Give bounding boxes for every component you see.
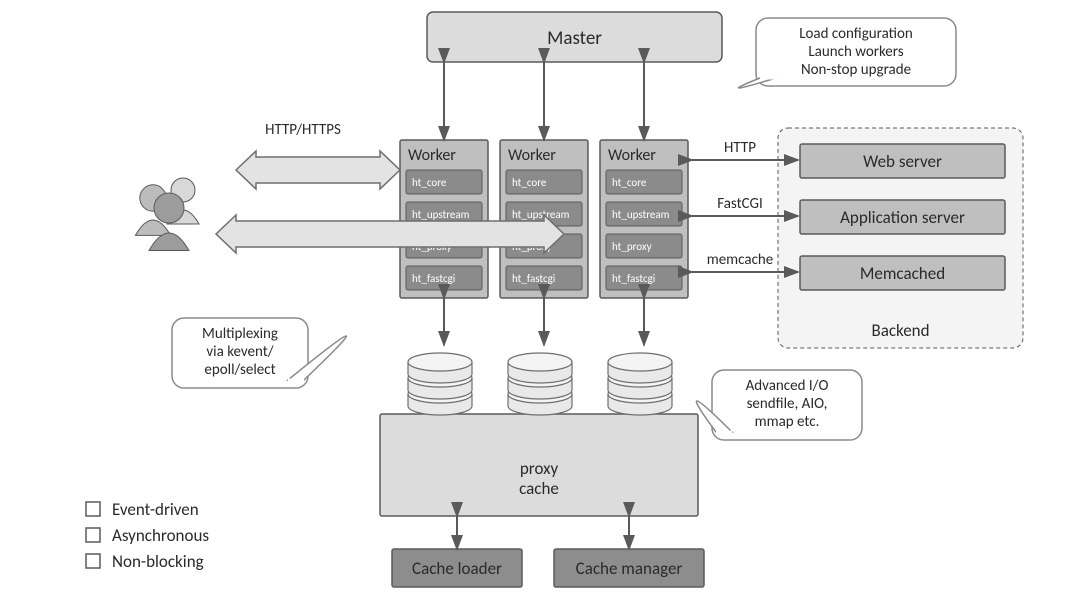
- svg-text:Non-blocking: Non-blocking: [112, 551, 204, 572]
- svg-text:FastCGI: FastCGI: [717, 195, 763, 213]
- master-box-label: Master: [547, 27, 602, 50]
- svg-text:Cache loader: Cache loader: [412, 558, 502, 579]
- svg-text:Worker: Worker: [508, 146, 556, 165]
- svg-text:Worker: Worker: [408, 146, 456, 165]
- svg-text:Multiplexing: Multiplexing: [202, 325, 278, 343]
- svg-text:Load configuration: Load configuration: [799, 25, 913, 43]
- svg-text:proxy: proxy: [520, 458, 559, 479]
- svg-text:HTTP/HTTPS: HTTP/HTTPS: [265, 121, 341, 139]
- svg-text:Backend: Backend: [871, 320, 929, 341]
- svg-text:Asynchronous: Asynchronous: [112, 525, 209, 546]
- svg-text:ht_upstream: ht_upstream: [512, 208, 570, 221]
- svg-text:ht_fastcgi: ht_fastcgi: [512, 272, 555, 285]
- backend-box-label: Application server: [840, 207, 965, 228]
- svg-text:memcache: memcache: [707, 251, 774, 269]
- svg-text:ht_core: ht_core: [512, 176, 547, 189]
- svg-text:mmap etc.: mmap etc.: [755, 413, 820, 431]
- svg-text:ht_proxy: ht_proxy: [612, 240, 652, 253]
- svg-text:via kevent/: via kevent/: [206, 343, 273, 361]
- svg-text:Launch workers: Launch workers: [808, 43, 903, 61]
- svg-text:ht_fastcgi: ht_fastcgi: [412, 272, 455, 285]
- svg-text:Event-driven: Event-driven: [112, 499, 199, 520]
- svg-text:epoll/select: epoll/select: [204, 361, 275, 379]
- svg-text:sendfile, AIO,: sendfile, AIO,: [747, 395, 828, 413]
- svg-text:Advanced I/O: Advanced I/O: [746, 377, 829, 395]
- svg-text:ht_upstream: ht_upstream: [412, 208, 470, 221]
- backend-box-label: Memcached: [860, 263, 945, 284]
- svg-text:ht_core: ht_core: [612, 176, 647, 189]
- svg-text:ht_core: ht_core: [412, 176, 447, 189]
- svg-text:cache: cache: [519, 478, 559, 499]
- svg-text:HTTP: HTTP: [724, 139, 756, 157]
- svg-text:ht_fastcgi: ht_fastcgi: [612, 272, 655, 285]
- svg-text:Worker: Worker: [608, 146, 656, 165]
- nginx-architecture-diagram: Master Backend Web server Application serve…: [0, 0, 1080, 593]
- svg-text:Cache manager: Cache manager: [576, 558, 683, 579]
- svg-text:Non-stop upgrade: Non-stop upgrade: [801, 61, 911, 79]
- svg-text:ht_upstream: ht_upstream: [612, 208, 670, 221]
- backend-box-label: Web server: [863, 151, 942, 172]
